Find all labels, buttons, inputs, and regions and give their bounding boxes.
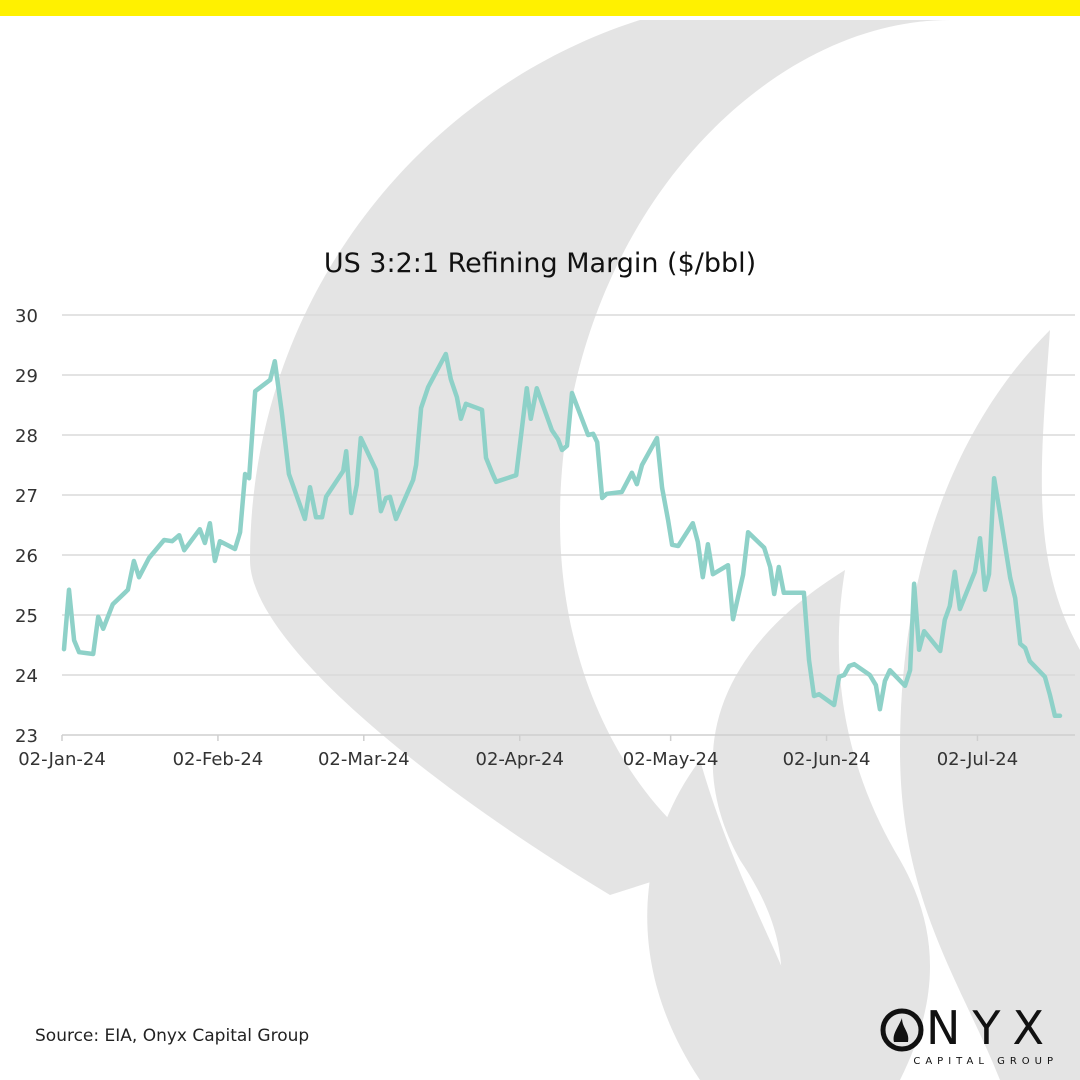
chart-title: US 3:2:1 Refining Margin ($/bbl): [323, 248, 757, 279]
y-tick-label: 29: [15, 366, 38, 387]
accent-top-bar: [0, 0, 1080, 16]
gridlines: [62, 314, 1075, 736]
y-axis-ticks: 23 24 25 26 27 28 29 30: [15, 306, 38, 747]
x-tick-label: 02-Apr-24: [476, 749, 564, 770]
watermark-flame-mid: [712, 570, 930, 1080]
logo-wordmark: NYX: [926, 1001, 1057, 1055]
y-tick-label: 25: [15, 606, 38, 627]
y-tick-label: 26: [15, 546, 38, 567]
x-tick-label: 02-Jan-24: [18, 749, 106, 770]
x-tick-label: 02-Feb-24: [173, 749, 264, 770]
y-tick-label: 28: [15, 426, 38, 447]
x-tick-label: 02-Mar-24: [318, 749, 410, 770]
y-tick-label: 23: [15, 726, 38, 747]
y-tick-label: 30: [15, 306, 38, 327]
onyx-logo: NYX CAPITAL GROUP: [878, 1002, 1063, 1072]
x-tick-label: 02-May-24: [623, 749, 719, 770]
y-tick-label: 24: [15, 666, 38, 687]
source-note: Source: EIA, Onyx Capital Group: [35, 1026, 310, 1046]
y-tick-label: 27: [15, 486, 38, 507]
x-tick-label: 02-Jul-24: [937, 749, 1019, 770]
watermark-flame-right: [900, 330, 1080, 1080]
series-line-refining-margin: [61, 351, 1063, 719]
logo-subtitle: CAPITAL GROUP: [913, 1056, 1058, 1067]
flame-o-logo-icon: [880, 1008, 924, 1052]
watermark-arc: [250, 20, 950, 895]
watermark-flame-left: [647, 760, 820, 1080]
x-tick-label: 02-Jun-24: [783, 749, 871, 770]
x-axis-ticks: 02-Jan-24 02-Feb-24 02-Mar-24 02-Apr-24 02-M…: [18, 735, 1018, 770]
